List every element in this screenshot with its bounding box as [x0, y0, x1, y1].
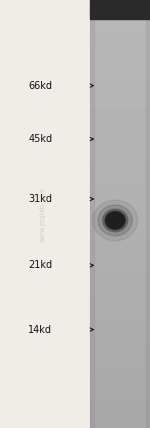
Ellipse shape: [105, 211, 126, 230]
Text: 14kd: 14kd: [28, 324, 52, 335]
Bar: [90, 19, 94, 428]
Text: 21kd: 21kd: [28, 260, 52, 270]
Bar: [146, 19, 150, 428]
Ellipse shape: [98, 205, 132, 236]
Ellipse shape: [106, 212, 124, 229]
Text: 66kd: 66kd: [28, 80, 52, 91]
Text: www.ptglab.com: www.ptglab.com: [40, 186, 46, 242]
Text: 45kd: 45kd: [28, 134, 52, 144]
Ellipse shape: [93, 200, 138, 241]
Text: 31kd: 31kd: [28, 194, 52, 204]
Bar: [0, 0, 90, 428]
Bar: [90, 0, 150, 19]
Ellipse shape: [103, 209, 128, 232]
